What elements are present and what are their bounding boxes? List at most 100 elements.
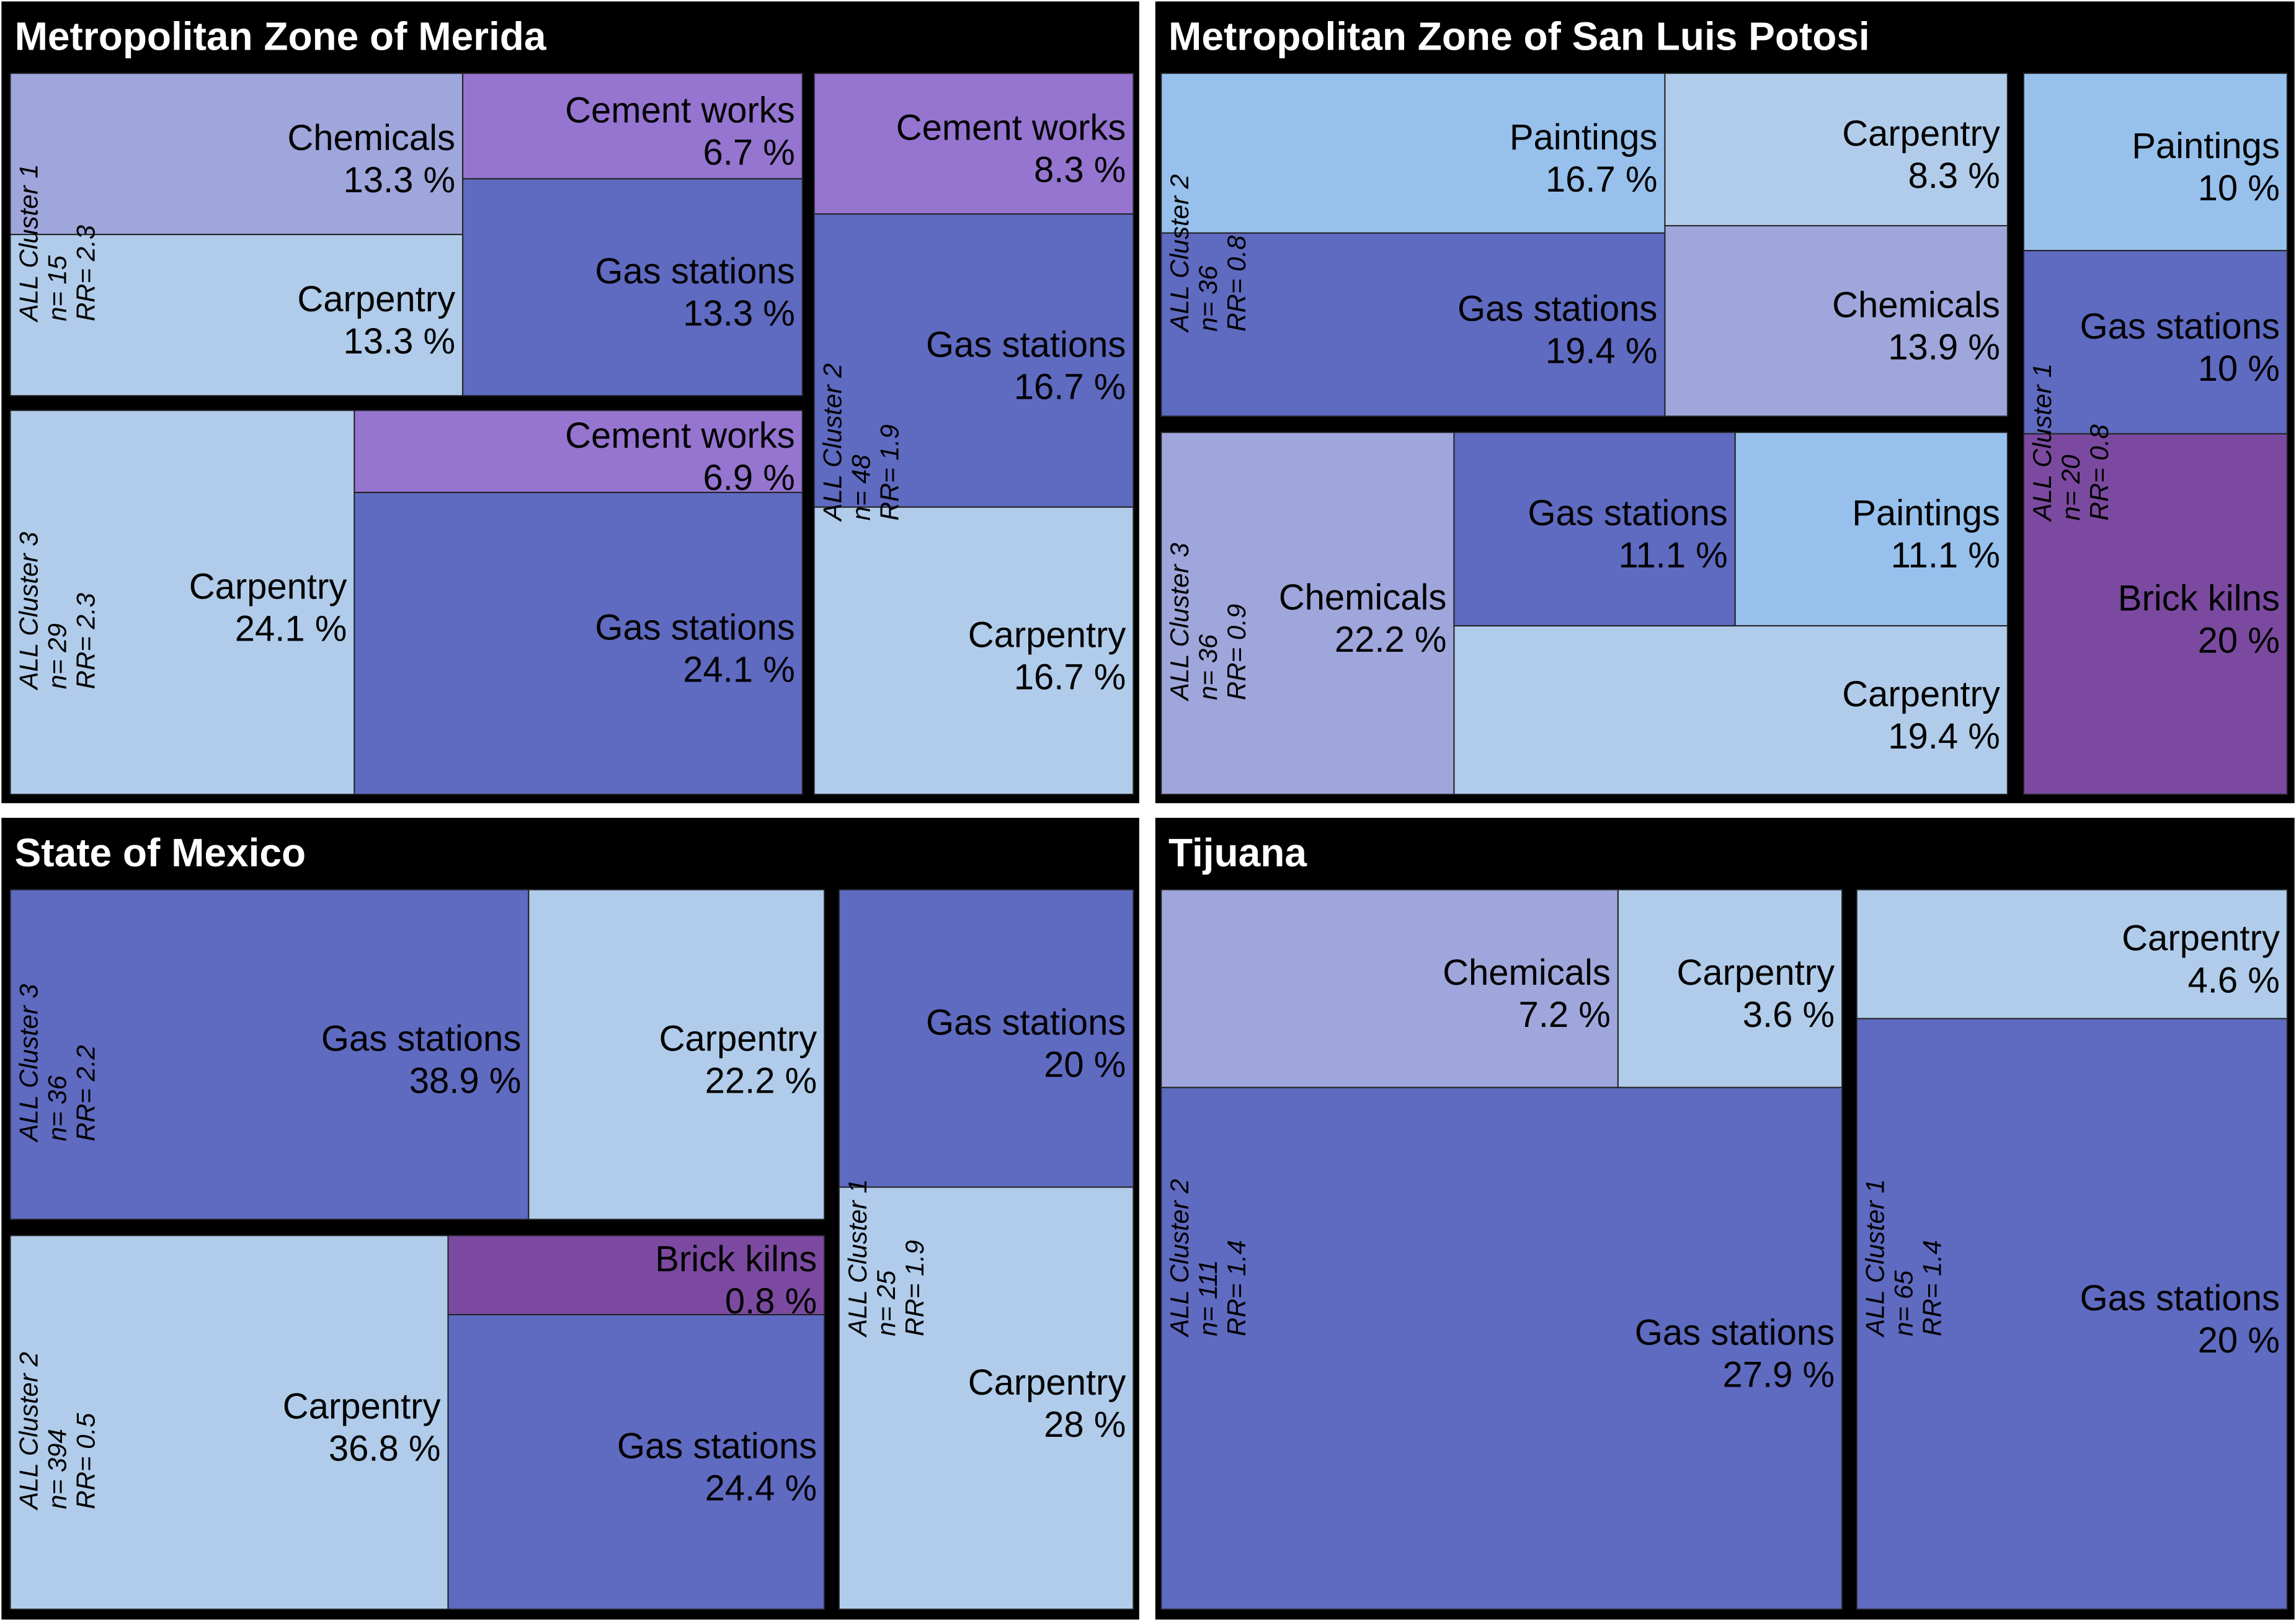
- tile-category-label: Cement works: [565, 415, 795, 456]
- tile-rect: [2022, 433, 2288, 796]
- tile-rect: [1856, 1018, 2288, 1610]
- tile-percent-label: 10 %: [2198, 349, 2280, 389]
- cluster-rr-label: RR= 0.8: [1222, 235, 1251, 332]
- cluster-rr-label: RR= 0.8: [2085, 424, 2114, 521]
- tile-category-label: Carpentry: [1842, 113, 2000, 154]
- tile-category-label: Carpentry: [968, 615, 1126, 655]
- cluster-rr-label: RR= 1.4: [1918, 1240, 1947, 1336]
- cluster-n-label: n= 48: [847, 455, 876, 521]
- tile-percent-label: 13.3 %: [343, 321, 455, 362]
- tile-rect: [1664, 224, 2008, 417]
- tile-percent-label: 11.1 %: [1618, 535, 1727, 575]
- panel-title: State of Mexico: [15, 830, 306, 875]
- tile-category-label: Gas stations: [617, 1426, 817, 1467]
- tile-percent-label: 6.9 %: [703, 458, 794, 498]
- tile-category-label: Gas stations: [926, 1003, 1126, 1043]
- tile-category-label: Gas stations: [321, 1019, 521, 1059]
- cluster-n-label: n= 20: [2056, 455, 2085, 521]
- cluster-name-label: ALL Cluster 1: [843, 1179, 872, 1338]
- tile-category-label: Gas stations: [926, 324, 1126, 365]
- cluster-rr-label: RR= 1.9: [875, 424, 904, 520]
- tile-category-label: Carpentry: [1842, 674, 2000, 714]
- tile-percent-label: 13.9 %: [1888, 327, 2000, 368]
- tile-percent-label: 13.3 %: [683, 293, 795, 334]
- tile-percent-label: 24.1 %: [683, 650, 795, 690]
- tile-category-label: Gas stations: [2080, 306, 2279, 347]
- tile-rect: [9, 1235, 449, 1610]
- cluster-rr-label: RR= 0.5: [71, 1413, 100, 1509]
- tile-category-label: Gas stations: [595, 608, 794, 648]
- cluster-annotation: ALL Cluster 3 n= 36 RR= 2.2: [14, 984, 100, 1144]
- tile-category-label: Brick kilns: [2118, 578, 2280, 618]
- tile-percent-label: 4.6 %: [2188, 961, 2280, 1001]
- cluster-rr-label: RR= 1.9: [900, 1240, 929, 1336]
- cluster-rr-label: RR= 2.3: [71, 593, 100, 689]
- tile-percent-label: 19.4 %: [1546, 331, 1658, 371]
- panel-metropolitan-zone-of-merida: Metropolitan Zone of MeridaChemicals13.3…: [1, 1, 1139, 804]
- panel-title: Tijuana: [1168, 830, 1307, 875]
- tile-category-label: Paintings: [1510, 117, 1658, 158]
- tile-rect: [1453, 625, 2008, 796]
- cluster-name-label: ALL Cluster 1: [14, 164, 43, 323]
- cluster-n-label: n= 15: [43, 255, 72, 321]
- cluster-rr-label: RR= 2.2: [71, 1045, 100, 1141]
- cluster-n-label: n= 394: [43, 1429, 72, 1509]
- tile-rect: [1734, 432, 2008, 627]
- tile-category-label: Carpentry: [2122, 918, 2280, 959]
- tile-percent-label: 11.1 %: [1891, 535, 2000, 575]
- tile-category-label: Chemicals: [1832, 285, 2000, 326]
- tile-percent-label: 24.4 %: [705, 1468, 817, 1509]
- tile-rect: [462, 178, 803, 397]
- tile-percent-label: 13.3 %: [343, 160, 455, 200]
- cluster-name-label: ALL Cluster 3: [1165, 543, 1194, 702]
- tile-rect: [354, 409, 803, 494]
- tile-category-label: Paintings: [2132, 126, 2280, 166]
- tile-percent-label: 16.7 %: [1546, 159, 1658, 200]
- tile-rect: [1664, 73, 2008, 226]
- cluster-name-label: ALL Cluster 1: [2027, 363, 2057, 523]
- cluster-name-label: ALL Cluster 2: [818, 363, 847, 523]
- tile-rect: [838, 889, 1134, 1188]
- cluster-rr-label: RR= 0.9: [1222, 604, 1251, 700]
- tile-rect: [528, 889, 825, 1220]
- tile-category-label: Gas stations: [1457, 289, 1657, 329]
- tile-category-label: Carpentry: [283, 1387, 441, 1427]
- cluster-name-label: ALL Cluster 2: [14, 1352, 43, 1511]
- tile-category-label: Carpentry: [659, 1019, 817, 1059]
- tile-category-label: Gas stations: [1528, 493, 1727, 533]
- cluster-rr-label: RR= 2.3: [71, 225, 100, 321]
- tile-category-label: Chemicals: [1279, 577, 1447, 618]
- tile-percent-label: 22.2 %: [705, 1061, 817, 1101]
- tile-rect: [2022, 73, 2288, 252]
- tile-category-label: Chemicals: [1443, 953, 1611, 993]
- cluster-name-label: ALL Cluster 1: [1861, 1179, 1890, 1338]
- cluster-annotation: ALL Cluster 2 n= 111 RR= 1.4: [1165, 1179, 1251, 1338]
- cluster-n-label: n= 111: [1193, 1259, 1222, 1336]
- tile-percent-label: 6.7 %: [703, 132, 794, 172]
- tile-category-label: Brick kilns: [655, 1239, 817, 1279]
- cluster-name-label: ALL Cluster 3: [14, 984, 43, 1144]
- tile-percent-label: 24.1 %: [235, 608, 347, 649]
- tile-percent-label: 19.4 %: [1888, 716, 2000, 757]
